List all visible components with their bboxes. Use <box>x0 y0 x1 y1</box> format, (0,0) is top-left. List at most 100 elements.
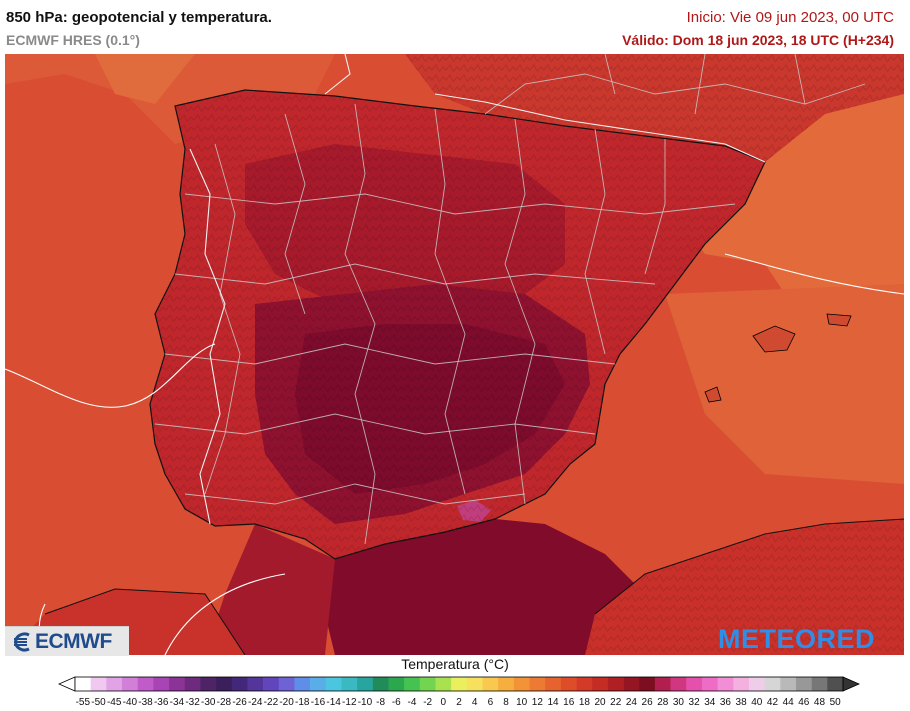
ecmwf-logo-text: ECMWF <box>35 630 112 653</box>
colorbar-swatch <box>122 677 138 691</box>
colorbar-swatch <box>184 677 201 691</box>
colorbar-swatch <box>435 677 452 691</box>
colorbar-swatch <box>576 677 593 691</box>
colorbar-tick-label: -18 <box>295 697 310 708</box>
colorbar-swatch <box>701 677 718 691</box>
colorbar-tick-label: -45 <box>106 697 122 708</box>
colorbar-swatch <box>795 677 812 691</box>
colorbar-swatch <box>654 677 671 691</box>
colorbar-swatch <box>263 677 280 691</box>
colorbar-swatch <box>153 677 170 691</box>
temperature-map <box>5 54 904 655</box>
colorbar-tick-label: 0 <box>440 697 447 708</box>
colorbar-swatch <box>278 677 295 691</box>
colorbar-tick-label: -50 <box>91 697 106 708</box>
colorbar-swatch <box>686 677 703 691</box>
colorbar-tick-label: -34 <box>169 697 185 708</box>
colorbar-tick-label: 46 <box>798 697 810 708</box>
colorbar-tick-label: -36 <box>153 697 169 708</box>
colorbar-swatch <box>827 677 844 691</box>
colorbar-swatch <box>294 677 311 691</box>
colorbar-tick-label: 6 <box>487 697 494 708</box>
colorbar-swatch <box>811 677 828 691</box>
colorbar-tick-label: 36 <box>719 697 731 708</box>
colorbar-tick-label: 26 <box>641 697 653 708</box>
colorbar-swatch <box>592 677 609 691</box>
colorbar-swatch <box>90 677 107 691</box>
colorbar-swatch <box>482 677 499 691</box>
colorbar-tick-label: 20 <box>594 697 606 708</box>
colorbar-tick-label: -12 <box>342 697 357 708</box>
colorbar-tick-label: 14 <box>547 697 559 708</box>
init-time: Inicio: Vie 09 jun 2023, 00 UTC <box>686 9 894 26</box>
colorbar-title: Temperatura (°C) <box>401 656 509 672</box>
colorbar-swatch <box>169 677 186 691</box>
colorbar-tick-label: -14 <box>326 697 341 708</box>
colorbar-tick-label: 40 <box>751 697 763 708</box>
colorbar-tick-label: -30 <box>200 697 216 708</box>
colorbar-swatch <box>216 677 233 691</box>
colorbar-tick-label: 32 <box>688 697 700 708</box>
colorbar-swatch <box>733 677 750 691</box>
temp-band-east <box>665 284 904 484</box>
colorbar-tick-label: 34 <box>704 697 716 708</box>
colorbar-tick-label: -4 <box>407 697 417 708</box>
colorbar-tick-label: 18 <box>578 697 590 708</box>
colorbar-tick-label: 48 <box>813 697 826 708</box>
meteored-logo: METEORED <box>718 624 876 654</box>
colorbar-tick-label: -8 <box>376 697 386 708</box>
colorbar-swatch <box>607 677 624 691</box>
colorbar-swatch <box>247 677 264 691</box>
colorbar-tick-label: -6 <box>391 697 401 708</box>
colorbar-swatch <box>231 677 248 691</box>
colorbar-tick-label: -38 <box>138 697 153 708</box>
colorbar-tick-label: 4 <box>471 697 478 708</box>
colorbar-swatch <box>200 677 217 691</box>
colorbar-tick-label: 10 <box>516 697 528 708</box>
colorbar-swatch <box>357 677 374 691</box>
colorbar-swatch <box>560 677 577 691</box>
colorbar-tick-label: -32 <box>185 697 200 708</box>
colorbar-min-arrow <box>58 676 76 692</box>
colorbar-tick-label: -40 <box>122 697 138 708</box>
colorbar-swatch <box>75 677 91 691</box>
map-title: 850 hPa: geopotencial y temperatura. <box>6 9 272 26</box>
colorbar-tick-label: 22 <box>610 697 622 708</box>
colorbar-swatch <box>404 677 421 691</box>
colorbar-swatch <box>780 677 797 691</box>
colorbar-tick-label: 16 <box>563 697 575 708</box>
colorbar-swatch <box>670 677 687 691</box>
province-borders <box>154 54 866 545</box>
colorbar-tick-label: -26 <box>232 697 247 708</box>
colorbar-swatch <box>325 677 342 691</box>
colorbar-max-arrow <box>842 676 860 692</box>
colorbar-swatch <box>388 677 405 691</box>
colorbar-swatch <box>310 677 327 691</box>
hot-plume-south <box>325 519 665 655</box>
colorbar-swatch <box>451 677 468 691</box>
colorbar-tick-label: -22 <box>263 697 279 708</box>
colorbar-tick-label: 12 <box>531 697 543 708</box>
colorbar-swatch <box>623 677 640 691</box>
balearic-islands <box>704 313 852 403</box>
country-borders <box>189 54 766 525</box>
colorbar-tick-label: -55 <box>75 697 91 708</box>
colorbar-tick-label: -24 <box>248 697 263 708</box>
colorbar-swatch <box>466 677 483 691</box>
colorbar-tick-label: 30 <box>672 697 684 708</box>
temperature-colorbar <box>58 676 860 692</box>
colorbar-tick-label: 50 <box>829 697 841 708</box>
temp-band-nw-cool <box>95 54 195 104</box>
colorbar-tick-label: 38 <box>735 697 747 708</box>
colorbar-swatch <box>341 677 358 691</box>
ecmwf-logo: ECMWF <box>5 626 129 656</box>
colorbar-swatch <box>372 677 389 691</box>
colorbar-tick-label: 44 <box>782 697 794 708</box>
colorbar-swatch <box>764 677 781 691</box>
plume-west <box>205 524 335 655</box>
model-label: ECMWF HRES (0.1°) <box>6 32 140 48</box>
colorbar-tick-label: -10 <box>357 697 373 708</box>
ecmwf-emblem-icon <box>14 632 30 652</box>
colorbar-tick-label: -16 <box>310 697 326 708</box>
colorbar-tick-label: -28 <box>216 697 232 708</box>
